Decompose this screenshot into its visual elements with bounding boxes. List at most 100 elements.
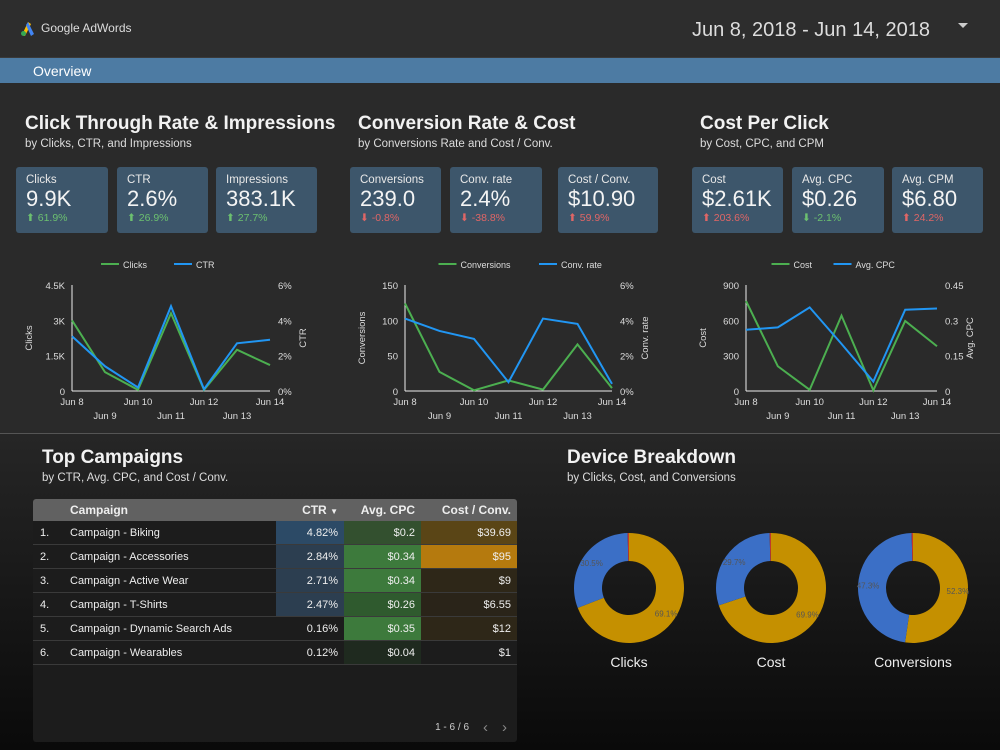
section-subtitle: by Clicks, CTR, and Impressions [25,138,192,150]
ctr-cell: 2.84% [276,545,344,568]
header: Google AdWords Jun 8, 2018 - Jun 14, 201… [0,0,1000,58]
donut-slice [769,533,771,562]
next-page-icon[interactable]: › [502,719,507,736]
scorecard-label: Conversions [360,174,424,186]
devices-title: Device Breakdown [567,447,736,468]
divider [0,433,1000,434]
donut-title: Cost [756,654,786,670]
scorecard-label: Cost / Conv. [568,174,631,186]
delta-value: -2.1% [813,212,842,224]
donut-slice [627,533,629,562]
header-avg-cpc[interactable]: Avg. CPC [360,503,415,517]
cost-conv-cell: $39.69 [421,521,517,544]
table-row[interactable]: 2. Campaign - Accessories 2.84% $0.34 $9… [33,545,517,569]
devices-subtitle: by Clicks, Cost, and Conversions [567,472,736,484]
donut-slice [905,533,969,643]
ctr-cell: 2.71% [276,569,344,592]
prev-page-icon[interactable]: ‹ [483,719,488,736]
section-title: Conversion Rate & Cost [358,113,576,134]
y2-tick-label: 0% [278,387,292,398]
table-row[interactable]: 3. Campaign - Active Wear 2.71% $0.34 $9 [33,569,517,593]
delta-value: -0.8% [371,212,400,224]
scorecard: Conv. rate 2.4% ⬇ -38.8% [450,167,542,233]
campaigns-title: Top Campaigns [42,447,184,468]
table-row[interactable]: 6. Campaign - Wearables 0.12% $0.04 $1 [33,641,517,665]
tab-overview[interactable]: Overview [33,63,92,79]
header-campaign[interactable]: Campaign [70,503,129,517]
slice-label: 52.3% [947,587,970,596]
scorecard-label: CTR [127,174,151,186]
adwords-logo: Google AdWords [20,20,132,36]
y-tick-label: 1.5K [45,352,65,363]
legend-item[interactable]: CTR [174,260,215,270]
line-chart: Conversions Conv. rate 0 0% 50 2% 100 4% 150 6% Ju… [357,260,651,422]
y2-axis-label: CTR [298,328,309,348]
scorecard-delta: ⬆ 61.9% [26,212,98,224]
slice-label: 69.1% [655,609,678,618]
delta-value: 203.6% [713,212,750,224]
row-index: 6. [40,646,50,659]
header-cost-conv[interactable]: Cost / Conv. [441,503,511,517]
x-tick-label: Jun 9 [93,411,116,422]
date-dropdown-icon[interactable] [958,23,968,28]
date-range[interactable]: Jun 8, 2018 - Jun 14, 2018 [692,19,930,41]
slice-label: 29.7% [723,558,746,567]
legend-label: Conv. rate [561,260,602,270]
scorecard-value: 2.4% [460,186,511,211]
cost-conv-cell: $6.55 [421,593,517,616]
legend-item[interactable]: Clicks [101,260,147,270]
legend-item[interactable]: Conv. rate [539,260,602,270]
campaign-name: Campaign - Biking [70,526,160,539]
scorecard-label: Cost [702,174,726,186]
scorecard-delta: ⬆ 26.9% [127,212,198,224]
scorecard-value: $10.90 [568,186,636,211]
y-tick-label: 150 [382,281,398,292]
sort-desc-icon: ▼ [330,507,338,516]
campaign-name: Campaign - T-Shirts [70,598,168,611]
row-index: 1. [40,526,50,539]
scorecard: Conversions 239.0 ⬇ -0.8% [350,167,441,233]
legend-item[interactable]: Cost [771,260,813,270]
y-tick-label: 3K [53,316,65,327]
cost-conv-cell: $9 [421,569,517,592]
scorecard: Cost / Conv. $10.90 ⬆ 59.9% [558,167,658,233]
campaign-name: Campaign - Wearables [70,646,183,659]
legend-label: CTR [196,260,215,270]
table-row[interactable]: 1. Campaign - Biking 4.82% $0.2 $39.69 [33,521,517,545]
donut-chart: 69.9% 29.7% [716,533,826,643]
donut-slice [858,533,913,643]
series-line-cost [745,300,938,393]
campaign-name: Campaign - Accessories [70,550,189,563]
scorecard: Avg. CPC $0.26 ⬇ -2.1% [792,167,884,233]
table-row[interactable]: 5. Campaign - Dynamic Search Ads 0.16% $… [33,617,517,641]
scorecard: Impressions 383.1K ⬆ 27.7% [216,167,317,233]
y-tick-label: 300 [723,352,739,363]
y2-tick-label: 0 [945,387,950,398]
x-tick-label: Jun 8 [734,397,757,408]
header-ctr[interactable]: CTR ▼ [276,499,344,521]
ctr-cell: 4.82% [276,521,344,544]
donut-slice [574,533,629,608]
donut-slice [577,533,684,643]
legend-item[interactable]: Avg. CPC [833,260,896,270]
x-tick-label: Jun 10 [124,397,153,408]
slice-label: 69.9% [796,610,819,619]
arrow-down-icon: ⬇ [802,212,811,224]
y-tick-label: 0 [60,387,65,398]
y-axis-label: Conversions [357,311,368,364]
series-line-clicks [71,310,271,392]
y-tick-label: 900 [723,281,739,292]
legend-item[interactable]: Conversions [438,260,512,270]
campaigns-table: Campaign CTR ▼ Avg. CPC Cost / Conv. 1. … [33,499,517,742]
legend-label: Avg. CPC [856,260,896,270]
donut-chart: 69.1% 30.5% [574,533,684,643]
campaign-name: Campaign - Active Wear [70,574,189,587]
ctr-cell: 2.47% [276,593,344,616]
section-subtitle: by Conversions Rate and Cost / Conv. [358,138,553,150]
cost-conv-cell: $1 [421,641,517,664]
adwords-icon [21,22,34,36]
avg-cpc-cell: $0.26 [344,593,421,616]
table-row[interactable]: 4. Campaign - T-Shirts 2.47% $0.26 $6.55 [33,593,517,617]
cost-conv-cell: $95 [421,545,517,568]
y2-tick-label: 0% [620,387,634,398]
